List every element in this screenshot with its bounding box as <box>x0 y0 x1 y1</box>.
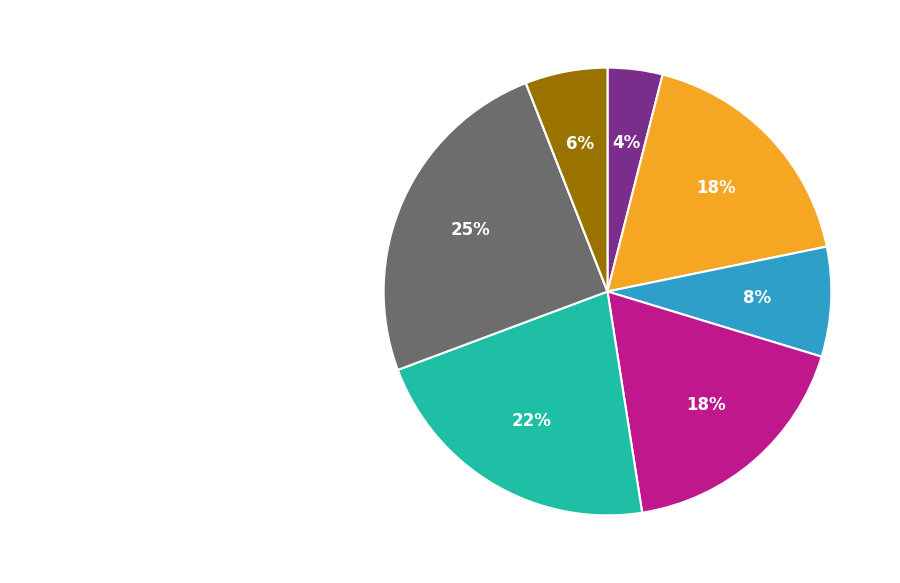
Wedge shape <box>526 83 608 292</box>
Wedge shape <box>398 292 643 515</box>
Text: 22%: 22% <box>512 412 552 430</box>
Text: 4%: 4% <box>612 134 640 152</box>
Text: 25%: 25% <box>451 222 490 240</box>
Wedge shape <box>526 68 608 292</box>
Wedge shape <box>608 247 832 357</box>
Text: 0%: 0% <box>501 47 529 65</box>
Text: 6%: 6% <box>565 135 594 153</box>
Text: 18%: 18% <box>686 396 725 414</box>
Wedge shape <box>608 68 662 292</box>
Text: 18%: 18% <box>697 179 736 197</box>
Wedge shape <box>608 75 827 292</box>
Text: 8%: 8% <box>743 290 771 307</box>
Wedge shape <box>383 83 608 370</box>
Wedge shape <box>608 292 822 512</box>
